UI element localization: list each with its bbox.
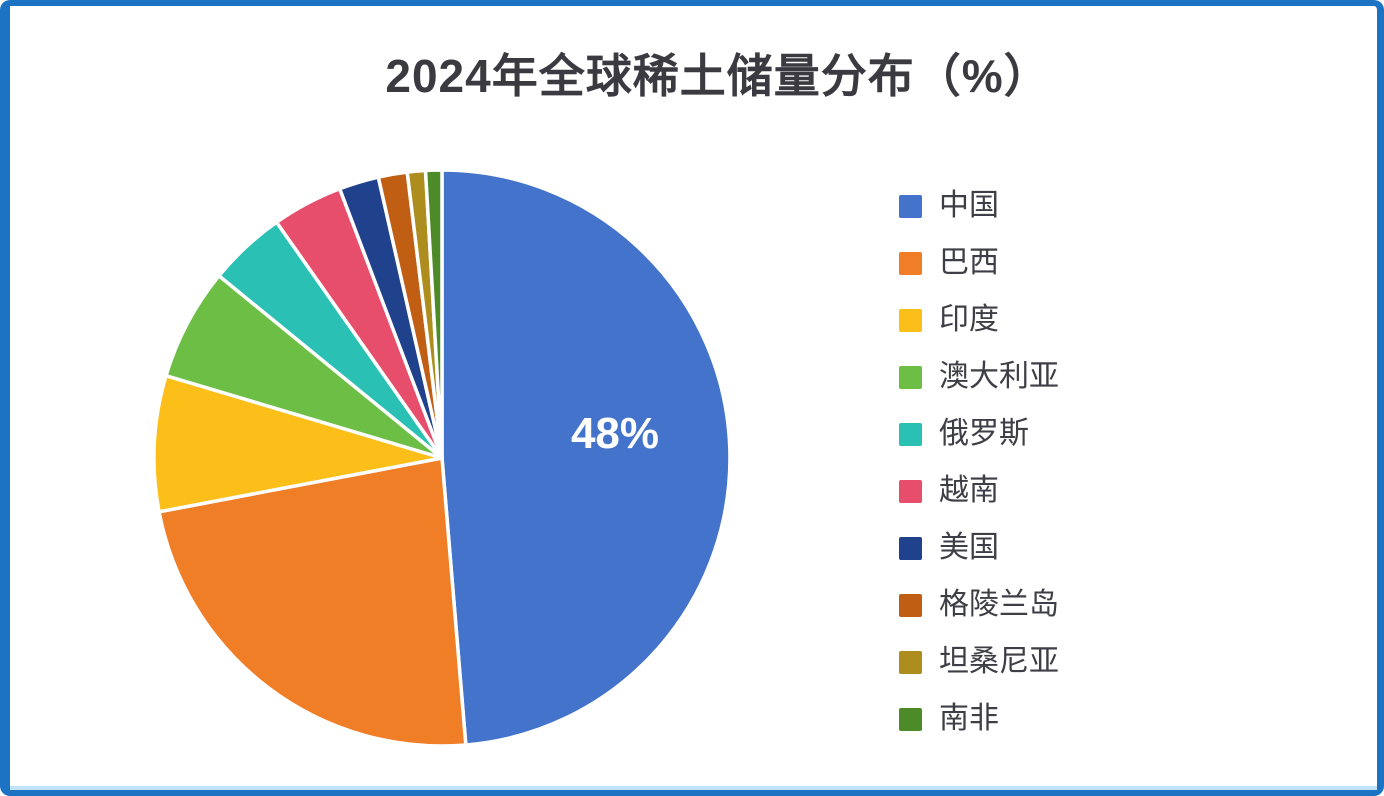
legend-swatch xyxy=(899,536,922,560)
legend-item-1: 巴西 xyxy=(899,246,1059,280)
pie-slice-1 xyxy=(157,456,468,748)
legend-item-5: 越南 xyxy=(899,474,1059,508)
legend-item-0: 中国 xyxy=(899,189,1059,223)
legend-item-6: 美国 xyxy=(899,531,1059,565)
legend-label: 南非 xyxy=(939,702,999,735)
frame-bottom-accent xyxy=(10,786,1377,790)
legend-swatch xyxy=(899,365,922,389)
legend-item-8: 坦桑尼亚 xyxy=(899,645,1059,679)
legend-swatch xyxy=(899,650,922,674)
legend-item-4: 俄罗斯 xyxy=(899,417,1059,451)
legend-label: 澳大利亚 xyxy=(939,360,1059,393)
legend-swatch xyxy=(899,194,922,218)
legend-item-7: 格陵兰岛 xyxy=(899,588,1059,622)
legend-label: 印度 xyxy=(939,303,999,336)
legend: 中国 巴西 印度 澳大利亚 俄罗斯 越南 美国 格陵兰岛 坦桑尼亚 南非 xyxy=(899,189,1059,736)
legend-swatch xyxy=(899,422,922,446)
pie-slice-3 xyxy=(164,274,444,460)
chart-title: 2024年全球稀土储量分布（%） xyxy=(385,50,1051,102)
legend-swatch xyxy=(899,308,922,332)
legend-label: 俄罗斯 xyxy=(939,417,1029,450)
legend-swatch xyxy=(899,251,922,275)
legend-label: 中国 xyxy=(939,189,999,222)
legend-item-2: 印度 xyxy=(899,303,1059,337)
pie-slice-2 xyxy=(152,373,444,514)
pie-slice-9 xyxy=(423,168,444,460)
legend-swatch xyxy=(899,707,922,731)
legend-item-3: 澳大利亚 xyxy=(899,360,1059,394)
legend-label: 巴西 xyxy=(939,246,999,279)
legend-label: 越南 xyxy=(939,474,999,507)
pie-slice-0 xyxy=(440,168,732,747)
legend-item-9: 南非 xyxy=(899,702,1059,736)
legend-label: 格陵兰岛 xyxy=(939,588,1059,621)
legend-swatch xyxy=(899,479,922,503)
legend-label: 坦桑尼亚 xyxy=(939,645,1059,678)
legend-swatch xyxy=(899,593,922,617)
legend-label: 美国 xyxy=(939,531,999,564)
pie-data-label: 48% xyxy=(570,409,660,458)
